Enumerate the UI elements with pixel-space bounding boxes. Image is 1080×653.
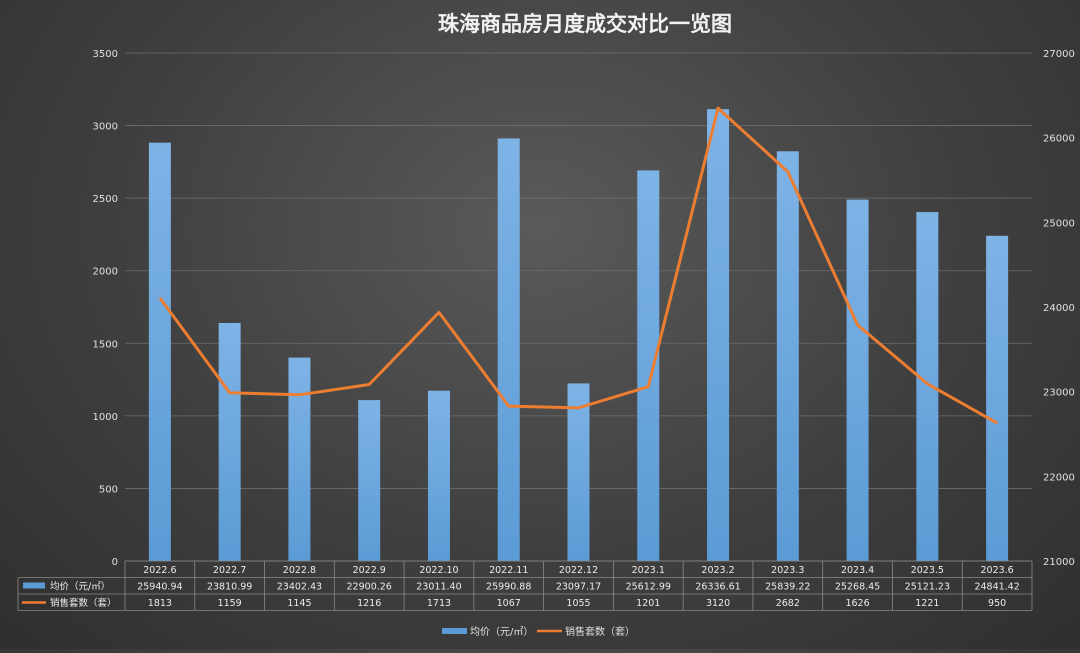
price-data-label: 25268.45 bbox=[835, 582, 880, 593]
price-data-label: 26336.61 bbox=[695, 582, 740, 593]
sales-line bbox=[158, 106, 998, 425]
category-label: 2023.6 bbox=[980, 565, 1013, 576]
legend-price-label: 均价（元/㎡） bbox=[470, 626, 533, 638]
price-row-key bbox=[23, 582, 45, 589]
price-data-label: 23810.99 bbox=[207, 582, 252, 593]
price-bar bbox=[288, 357, 311, 561]
price-bar bbox=[707, 109, 730, 561]
sales-line-path bbox=[158, 106, 998, 425]
left-tick-label: 1500 bbox=[93, 339, 118, 350]
price-data-label: 23011.40 bbox=[416, 582, 461, 593]
price-bar bbox=[916, 212, 939, 561]
sales-data-label: 1055 bbox=[566, 598, 590, 609]
sales-data-label: 1626 bbox=[845, 598, 869, 609]
price-bar bbox=[358, 400, 381, 561]
price-bar bbox=[986, 235, 1009, 562]
category-label: 2023.4 bbox=[841, 565, 874, 576]
price-bar bbox=[846, 199, 869, 562]
category-label: 2022.11 bbox=[489, 565, 528, 576]
left-tick-label: 2000 bbox=[93, 267, 118, 278]
right-tick-label: 21000 bbox=[1043, 557, 1075, 568]
left-tick-label: 1000 bbox=[93, 412, 118, 423]
left-tick-label: 3500 bbox=[93, 49, 118, 60]
price-bar bbox=[637, 170, 660, 561]
right-tick-label: 26000 bbox=[1043, 134, 1075, 145]
price-bar bbox=[776, 151, 799, 562]
sales-data-label: 2682 bbox=[776, 598, 800, 609]
category-label: 2023.2 bbox=[701, 565, 734, 576]
right-tick-label: 27000 bbox=[1043, 49, 1075, 60]
sales-data-label: 3120 bbox=[706, 598, 730, 609]
left-tick-label: 0 bbox=[112, 557, 118, 568]
category-label: 2023.5 bbox=[911, 565, 944, 576]
right-tick-label: 24000 bbox=[1043, 303, 1075, 314]
price-data-label: 23097.17 bbox=[556, 582, 601, 593]
price-data-label: 25839.22 bbox=[765, 582, 810, 593]
legend: 均价（元/㎡） 销售套数（套） bbox=[442, 625, 635, 638]
price-data-label: 25121.23 bbox=[905, 582, 950, 593]
legend-price-key bbox=[442, 628, 467, 634]
sales-data-label: 1713 bbox=[427, 598, 451, 609]
category-label: 2023.1 bbox=[632, 565, 665, 576]
category-label: 2022.10 bbox=[419, 565, 458, 576]
category-label: 2023.3 bbox=[771, 565, 804, 576]
sales-data-label: 1159 bbox=[218, 598, 242, 609]
sales-row-header: 销售套数（套） bbox=[50, 597, 117, 609]
legend-sales-label: 销售套数（套） bbox=[565, 625, 635, 638]
price-bar bbox=[427, 390, 450, 561]
left-axis: 0 500 1000 1500 2000 2500 3000 3500 bbox=[93, 49, 118, 568]
price-data-label: 22900.26 bbox=[347, 582, 392, 593]
left-tick-label: 2500 bbox=[93, 194, 118, 205]
price-data-label: 23402.43 bbox=[277, 582, 322, 593]
price-row-header: 均价（元/㎡） bbox=[50, 581, 110, 593]
category-label: 2022.9 bbox=[353, 565, 386, 576]
sales-data-label: 1145 bbox=[287, 598, 311, 609]
sales-data-label: 1067 bbox=[497, 598, 521, 609]
right-tick-label: 22000 bbox=[1043, 472, 1075, 483]
price-data-label: 25990.88 bbox=[486, 582, 531, 593]
sales-data-label: 1216 bbox=[357, 598, 381, 609]
price-data-label: 25612.99 bbox=[626, 582, 671, 593]
price-bars bbox=[148, 109, 1009, 562]
chart-title: 珠海商品房月度成交对比一览图 bbox=[438, 11, 732, 36]
sales-data-label: 1813 bbox=[148, 598, 172, 609]
sales-data-label: 950 bbox=[988, 598, 1006, 609]
sales-data-label: 1221 bbox=[915, 598, 939, 609]
price-bar bbox=[497, 138, 520, 561]
sales-data-label: 1201 bbox=[636, 598, 660, 609]
right-tick-label: 23000 bbox=[1043, 388, 1075, 399]
left-tick-label: 500 bbox=[99, 484, 118, 495]
category-label: 2022.8 bbox=[283, 565, 316, 576]
right-tick-label: 25000 bbox=[1043, 218, 1075, 229]
category-label: 2022.12 bbox=[559, 565, 598, 576]
data-table: 2022.6 25940.94 1813 2022.7 23810.99 1159 2022… bbox=[17, 560, 1033, 611]
price-data-label: 25940.94 bbox=[137, 582, 182, 593]
category-label: 2022.6 bbox=[143, 565, 176, 576]
category-label: 2022.7 bbox=[213, 565, 246, 576]
price-bar bbox=[148, 142, 171, 561]
price-bar bbox=[218, 323, 241, 561]
left-tick-label: 3000 bbox=[93, 122, 118, 133]
price-bar bbox=[567, 383, 590, 561]
price-data-label: 24841.42 bbox=[974, 582, 1019, 593]
right-axis: 21000 22000 23000 24000 25000 26000 27000 bbox=[1043, 49, 1075, 568]
